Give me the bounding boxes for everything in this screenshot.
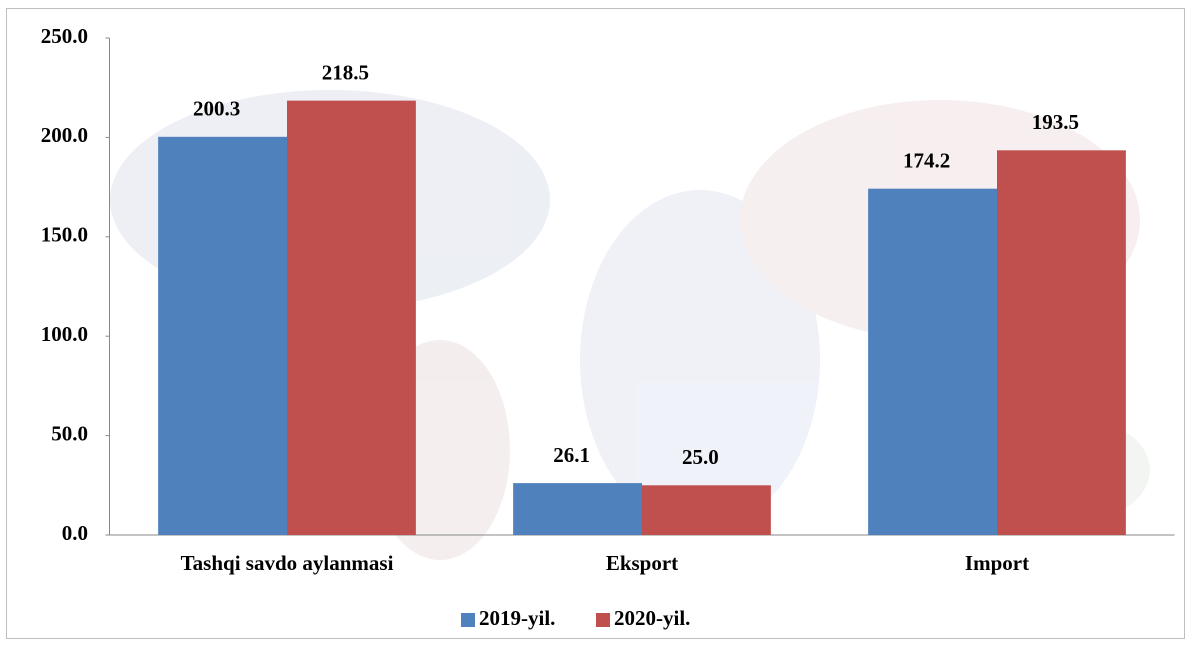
y-tick-label: 50.0	[51, 421, 88, 445]
x-tick-label: Eksport	[606, 551, 678, 575]
y-tick-label: 100.0	[41, 322, 88, 346]
value-label: 174.2	[903, 149, 950, 173]
value-label: 193.5	[1032, 110, 1079, 134]
value-label: 26.1	[553, 443, 590, 467]
y-tick-label: 250.0	[41, 24, 88, 48]
x-tick-label: Tashqi savdo aylanmasi	[181, 551, 394, 575]
bar	[513, 483, 642, 535]
value-label: 25.0	[682, 445, 719, 469]
legend-swatch	[596, 613, 610, 627]
y-tick-label: 200.0	[41, 123, 88, 147]
x-tick-label: Import	[965, 551, 1029, 575]
bar	[997, 150, 1126, 535]
bar	[642, 485, 771, 535]
value-label: 200.3	[193, 97, 240, 121]
legend-label: 2019-yil.	[479, 606, 555, 630]
value-label: 218.5	[322, 60, 369, 84]
bar	[158, 136, 287, 536]
y-tick-label: 150.0	[41, 223, 88, 247]
y-tick-label: 0.0	[62, 521, 88, 545]
bar	[868, 188, 997, 535]
bar	[287, 100, 416, 535]
legend-swatch	[461, 613, 475, 627]
legend-label: 2020-yil.	[614, 606, 690, 630]
